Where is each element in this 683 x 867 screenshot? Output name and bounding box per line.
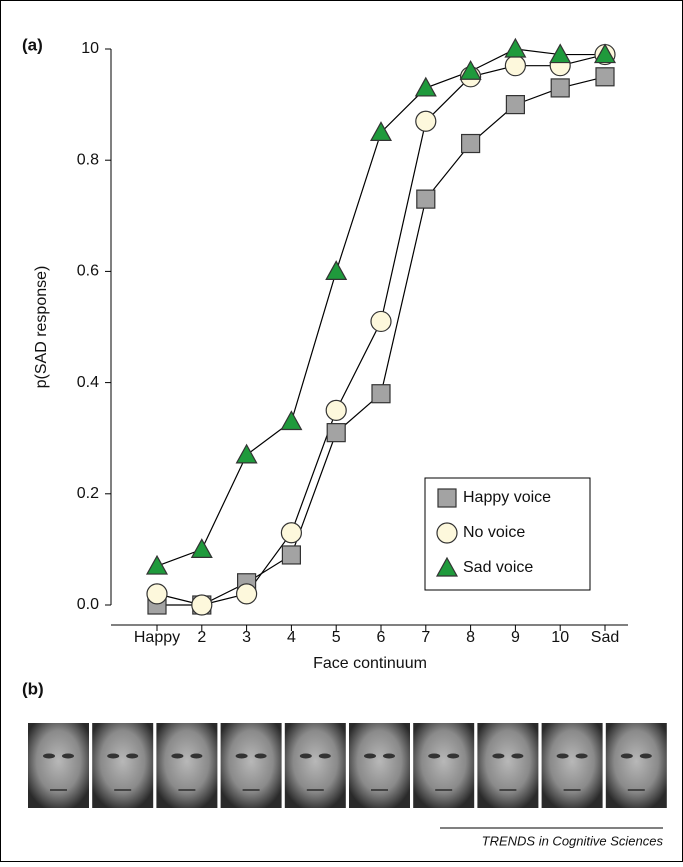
point [190,538,213,559]
y-tick-label: 0.0 [77,596,99,613]
legend-marker [435,556,459,577]
face-eye [639,753,652,759]
point [236,583,258,605]
footer: TRENDS in Cognitive Sciences [482,833,664,848]
face-eye [511,753,524,759]
face-eye [254,753,267,759]
point [415,110,437,132]
x-tick-label: Happy [134,629,180,646]
point [370,310,392,333]
face-eye [556,753,569,759]
face-eye [447,753,460,759]
point [595,67,615,87]
point [416,189,436,209]
face-photo [541,723,603,808]
point [235,443,258,464]
point [371,384,391,404]
face-eye [318,753,331,759]
legend-label: No voice [463,524,525,541]
point [145,554,169,575]
y-tick-label: 0.2 [77,485,99,502]
point [549,43,572,64]
face-eye [620,753,633,759]
panel-label: (b) [22,679,44,698]
face-photo [220,723,282,808]
point [414,76,437,97]
point [191,594,213,616]
face-photo [92,723,154,808]
point [593,43,617,64]
x-tick-label: 9 [511,629,520,646]
face-eye [62,753,74,759]
face-eye [190,753,203,759]
point [504,37,527,58]
face-eye [235,753,248,759]
face-photo [284,723,346,808]
point [461,133,481,154]
face-eye [299,753,312,759]
face-photo [413,723,475,808]
point [505,94,525,115]
point [326,423,346,443]
point [325,399,347,421]
face-eye [107,753,120,759]
x-tick-label: 5 [332,629,341,646]
x-tick-label: 3 [242,629,251,646]
face-photo [156,723,218,808]
x-tick-label: 7 [421,629,430,646]
face-eye [383,753,395,759]
legend-marker [437,488,457,508]
point [146,583,168,605]
face-strip [28,723,667,808]
x-tick-label: Sad [591,629,619,646]
y-tick-label: 0.4 [77,374,99,391]
point [280,522,302,544]
face-photo [605,723,667,808]
x-tick-label: 2 [197,629,206,646]
face-eye [575,753,588,759]
x-tick-label: 10 [551,629,569,646]
face-photo [477,723,539,808]
face-photo [349,723,410,808]
legend-label: Happy voice [463,489,551,506]
face-eye [126,753,139,759]
face-eye [171,753,184,759]
x-axis-title: Face continuum [313,655,427,672]
point [325,260,348,280]
y-axis-title: p(SAD response) [33,266,50,389]
face-eye [43,753,55,759]
point [281,545,301,565]
y-tick-label: 10 [81,40,99,57]
point [550,78,570,98]
x-tick-label: 4 [287,629,296,646]
point [369,121,393,141]
face-eye [428,753,441,759]
face-photo [28,723,89,808]
face-eye [492,753,505,759]
y-tick-label: 0.8 [77,151,99,168]
point [280,410,303,431]
legend-marker [436,522,458,544]
y-tick-label: 0.6 [77,263,99,280]
legend-label: Sad voice [463,559,533,576]
x-tick-label: 8 [466,629,475,646]
panel-label: (a) [22,35,43,54]
x-tick-label: 6 [377,629,386,646]
point [504,55,527,77]
face-eye [364,753,376,759]
point [459,60,482,80]
